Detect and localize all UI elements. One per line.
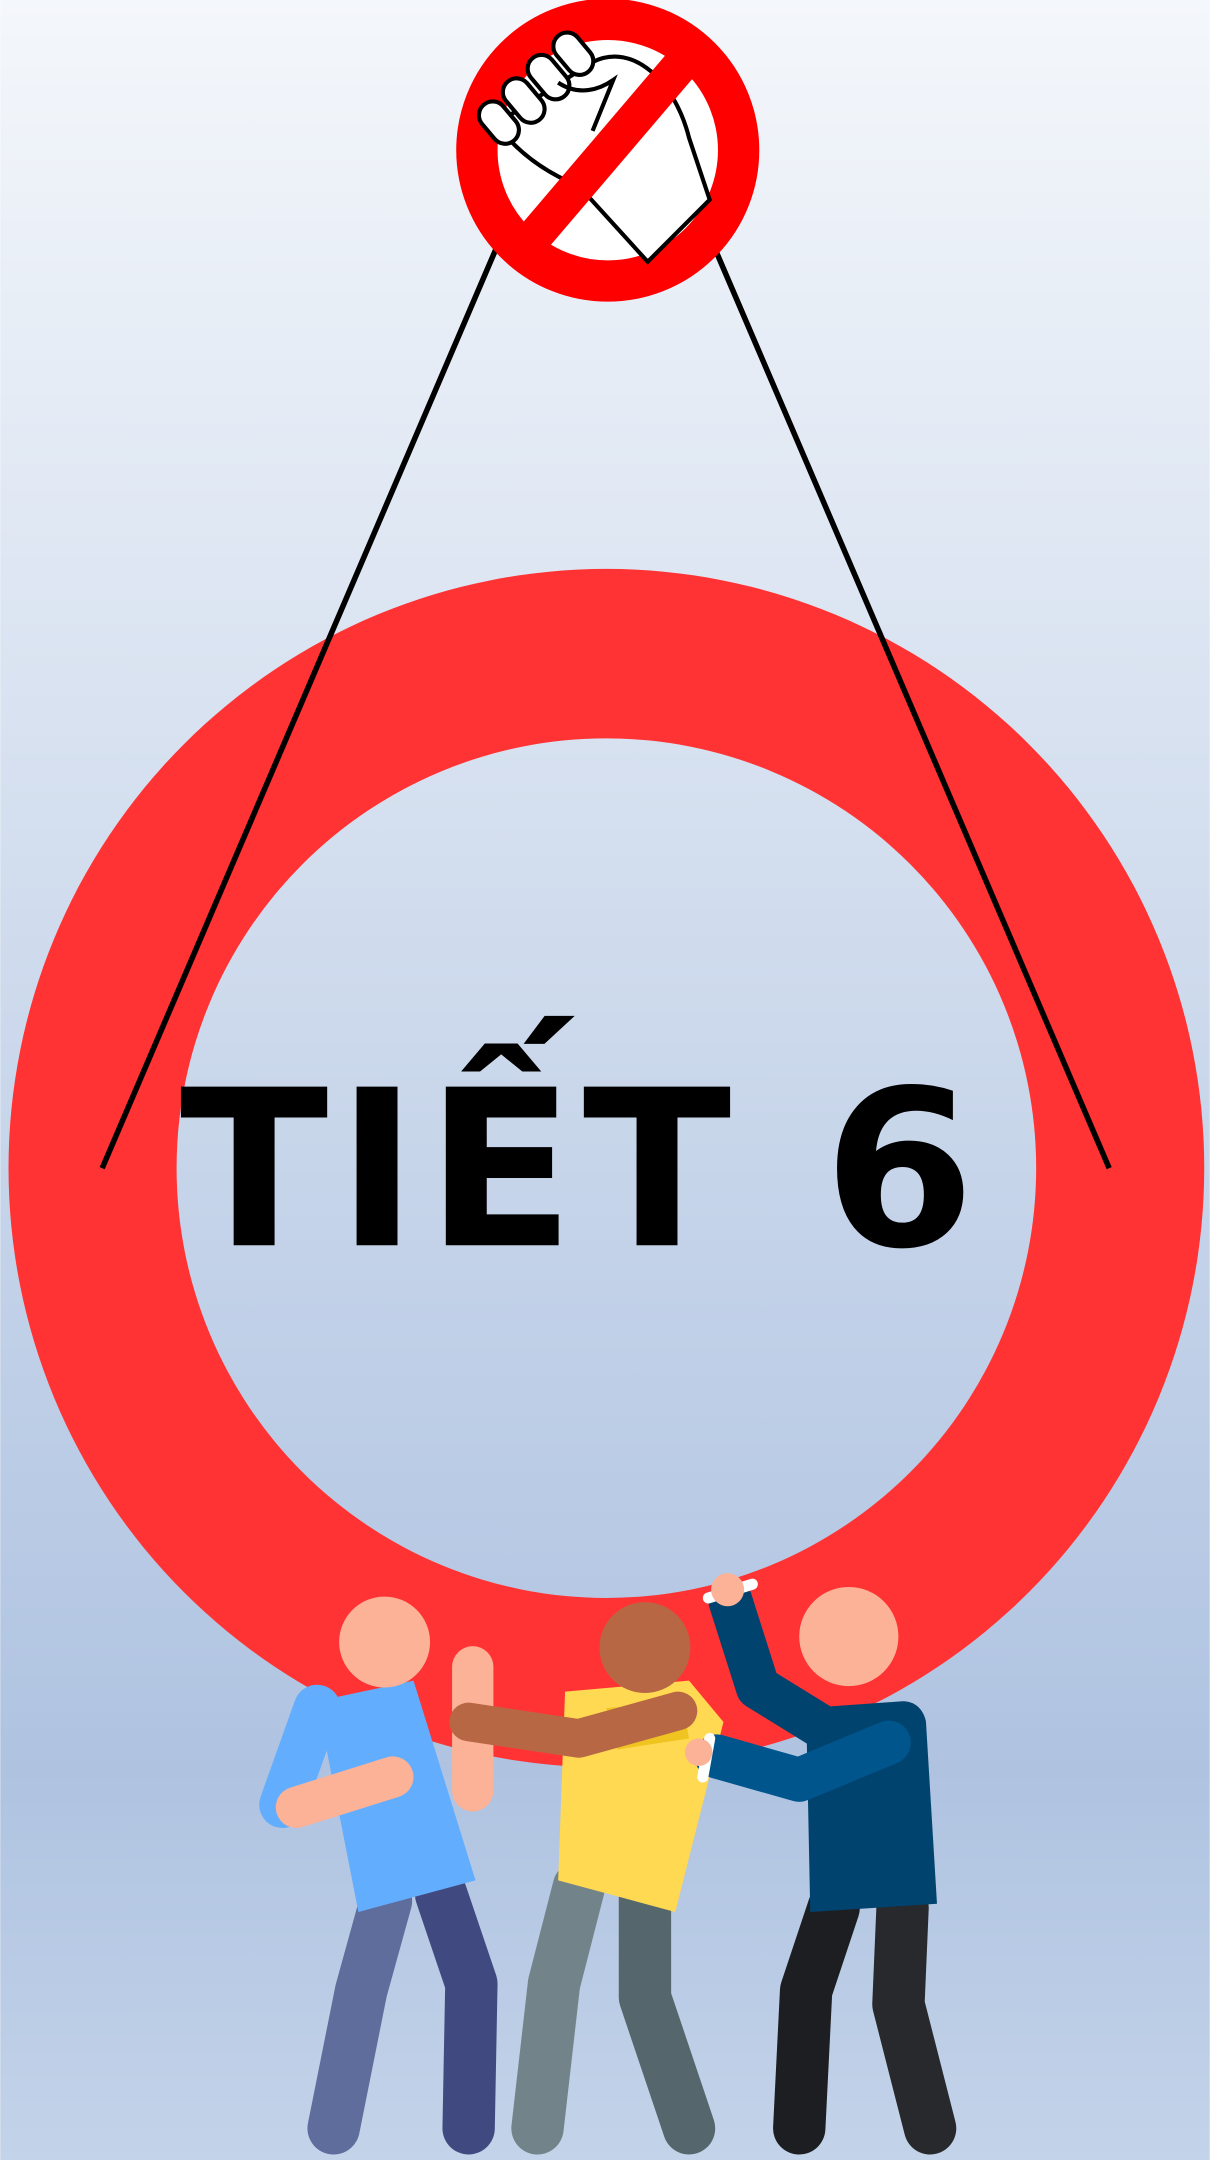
no-fighting-sign: [473, 19, 738, 281]
lesson-title: TIẾT 6: [180, 1015, 983, 1297]
slide: TIẾT 6: [0, 0, 1210, 2160]
